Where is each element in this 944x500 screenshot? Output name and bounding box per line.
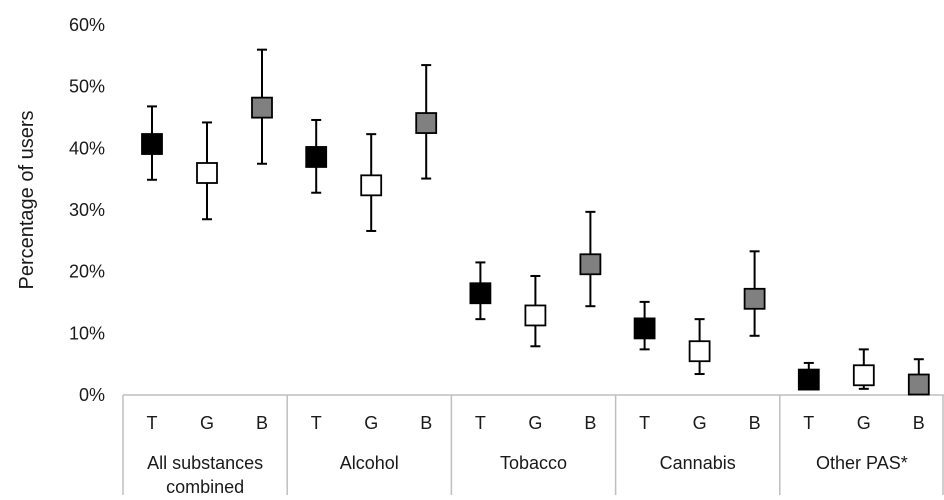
group-label: All substances: [147, 453, 263, 473]
y-tick-label: 60%: [69, 15, 105, 35]
y-tick-label: 20%: [69, 262, 105, 282]
x-sub-label-g: G: [693, 413, 707, 433]
x-sub-label-t: T: [475, 413, 486, 433]
data-point-marker-t: [469, 282, 492, 305]
y-tick-label: 50%: [69, 77, 105, 97]
group-label: Cannabis: [660, 453, 736, 473]
x-sub-label-g: G: [364, 413, 378, 433]
data-point-marker-t: [305, 146, 328, 168]
x-sub-label-b: B: [420, 413, 432, 433]
data-point-marker-t: [797, 368, 820, 391]
x-sub-label-g: G: [857, 413, 871, 433]
data-point-marker-t: [141, 133, 163, 155]
group-label: combined: [166, 477, 244, 495]
y-tick-label: 0%: [79, 385, 105, 405]
data-point-marker-g: [524, 304, 547, 327]
x-sub-label-b: B: [749, 413, 761, 433]
data-point-marker-t: [633, 317, 656, 340]
data-point-marker-b: [251, 96, 273, 119]
x-sub-label-t: T: [639, 413, 650, 433]
data-point-marker-b: [743, 287, 766, 310]
y-tick-label: 40%: [69, 138, 105, 158]
x-sub-label-b: B: [913, 413, 925, 433]
y-tick-label: 10%: [69, 323, 105, 343]
data-point-marker-b: [579, 253, 602, 276]
y-tick-label: 30%: [69, 200, 105, 220]
x-sub-label-b: B: [256, 413, 268, 433]
x-sub-label-t: T: [147, 413, 158, 433]
y-axis-label: Percentage of users: [16, 111, 38, 290]
x-sub-label-t: T: [803, 413, 814, 433]
x-sub-label-g: G: [528, 413, 542, 433]
group-label: Tobacco: [500, 453, 567, 473]
data-point-marker-b: [415, 112, 438, 134]
data-point-marker-g: [360, 174, 383, 197]
data-point-marker-b: [907, 373, 930, 396]
data-point-marker-g: [196, 162, 218, 184]
x-sub-label-g: G: [200, 413, 214, 433]
x-sub-label-b: B: [584, 413, 596, 433]
data-point-marker-g: [852, 364, 875, 387]
data-point-marker-g: [688, 340, 711, 363]
group-label: Alcohol: [340, 453, 399, 473]
group-label: Other PAS*: [816, 453, 908, 473]
x-sub-label-t: T: [311, 413, 322, 433]
